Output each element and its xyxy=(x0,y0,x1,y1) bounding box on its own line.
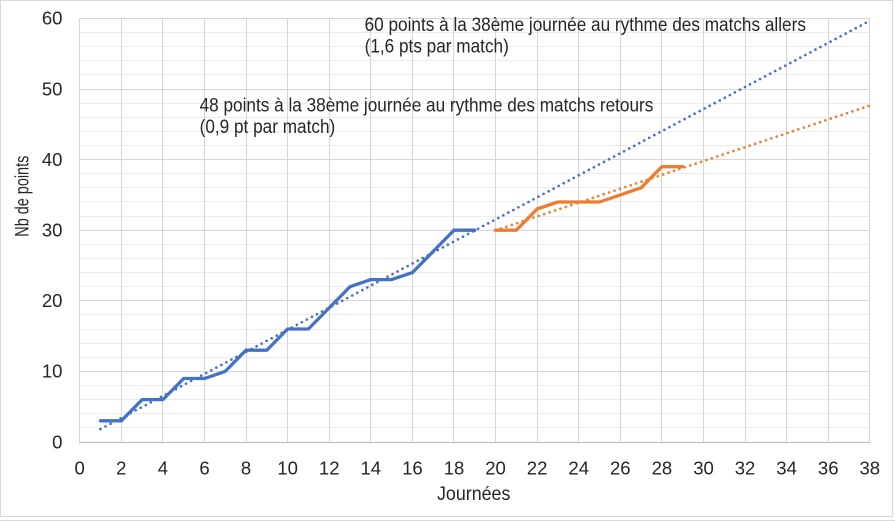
svg-text:38: 38 xyxy=(859,458,880,479)
svg-text:34: 34 xyxy=(776,458,797,479)
svg-text:2: 2 xyxy=(116,458,126,479)
svg-text:24: 24 xyxy=(568,458,589,479)
svg-text:8: 8 xyxy=(241,458,251,479)
svg-text:10: 10 xyxy=(42,361,63,382)
svg-text:22: 22 xyxy=(527,458,548,479)
svg-text:0: 0 xyxy=(52,432,62,453)
svg-text:4: 4 xyxy=(158,458,168,479)
svg-text:16: 16 xyxy=(402,458,423,479)
svg-text:36: 36 xyxy=(818,458,839,479)
svg-text:18: 18 xyxy=(444,458,465,479)
svg-text:60 points à la 38ème journée a: 60 points à la 38ème journée au rythme d… xyxy=(365,14,806,35)
svg-text:Nb de points: Nb de points xyxy=(12,156,33,237)
svg-text:6: 6 xyxy=(199,458,209,479)
svg-text:28: 28 xyxy=(652,458,673,479)
svg-text:26: 26 xyxy=(610,458,631,479)
svg-text:20: 20 xyxy=(42,290,63,311)
svg-text:Journées: Journées xyxy=(437,482,510,504)
svg-text:60: 60 xyxy=(42,8,63,29)
svg-text:20: 20 xyxy=(485,458,506,479)
svg-text:12: 12 xyxy=(319,458,340,479)
svg-text:0: 0 xyxy=(75,458,85,479)
svg-text:32: 32 xyxy=(735,458,756,479)
svg-text:(0,9 pt par match): (0,9 pt par match) xyxy=(200,116,336,137)
svg-text:40: 40 xyxy=(42,149,63,170)
svg-text:30: 30 xyxy=(693,458,714,479)
svg-text:48 points à la 38ème journée a: 48 points à la 38ème journée au rythme d… xyxy=(200,95,654,116)
svg-text:30: 30 xyxy=(42,220,63,241)
svg-text:50: 50 xyxy=(42,79,63,100)
svg-text:14: 14 xyxy=(360,458,381,479)
svg-text:(1,6 pts par match): (1,6 pts par match) xyxy=(365,36,509,57)
svg-text:10: 10 xyxy=(277,458,298,479)
